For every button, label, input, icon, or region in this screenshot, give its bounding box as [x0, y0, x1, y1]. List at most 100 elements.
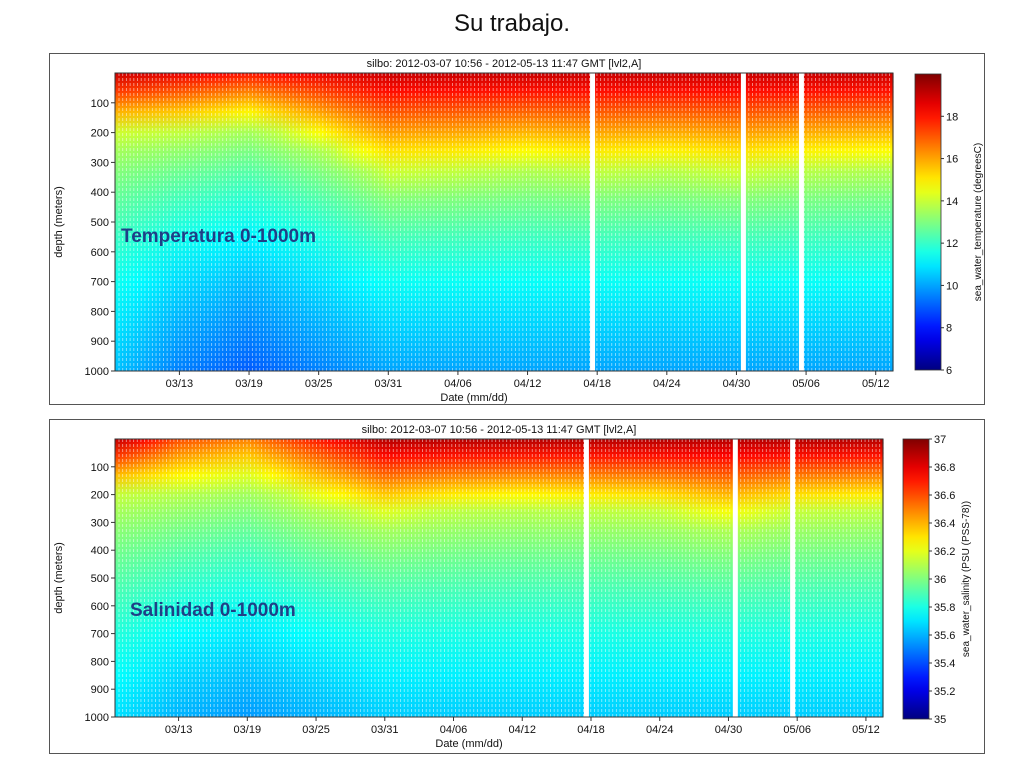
salinity-heat-column [369, 439, 376, 717]
temperature-y-tick-label: 1000 [85, 366, 109, 378]
salinity-heat-column [203, 439, 211, 717]
temperature-y-tick-label: 600 [91, 247, 109, 259]
temperature-heat-column [174, 73, 182, 371]
salinity-heat-column [652, 439, 660, 717]
salinity-heat-column [191, 439, 199, 717]
salinity-heat-column [794, 439, 801, 717]
temperature-heat-column [324, 73, 332, 371]
salinity-colorbar-tick-label: 35.8 [934, 602, 955, 614]
temperature-chart: silbo: 2012-03-07 10:56 - 2012-05-13 11:… [53, 58, 984, 404]
temperature-heat-column [527, 73, 535, 371]
salinity-heat-column [829, 439, 837, 717]
salinity-heat-column [593, 439, 601, 717]
salinity-heat-column [209, 439, 217, 717]
temperature-x-tick-label: 04/18 [583, 378, 611, 390]
salinity-x-tick-label: 05/12 [852, 724, 880, 736]
salinity-heat-column [575, 439, 583, 717]
temperature-heat-column [551, 73, 559, 371]
salinity-heat-column [481, 439, 488, 717]
salinity-heat-column [422, 439, 429, 717]
temperature-heat-column [857, 73, 864, 371]
salinity-heat-column [782, 439, 790, 717]
temperature-heat-column [348, 73, 355, 371]
temperature-heat-column [827, 73, 834, 371]
salinity-heat-column [239, 439, 246, 717]
temperature-heat-column [498, 73, 505, 371]
temperature-x-tick-label: 03/19 [235, 378, 263, 390]
temperature-heat-column [168, 73, 176, 371]
temperature-heat-column [414, 73, 421, 371]
salinity-heat-column [634, 439, 642, 717]
salinity-heat-column [699, 439, 707, 717]
salinity-y-tick-label: 800 [91, 656, 109, 668]
temperature-heat-column [204, 73, 212, 371]
salinity-heat-column [404, 439, 411, 717]
salinity-heat-column [392, 439, 400, 717]
temperature-y-tick-label: 300 [91, 157, 109, 169]
salinity-heat-column [877, 439, 884, 717]
temperature-heat-column [539, 73, 547, 371]
temperature-heat-column [240, 73, 248, 371]
salinity-heat-column [115, 439, 122, 717]
salinity-chart-panel: silbo: 2012-03-07 10:56 - 2012-05-13 11:… [49, 419, 985, 754]
temperature-heat-column [689, 73, 697, 371]
salinity-x-tick-label: 03/31 [371, 724, 399, 736]
salinity-heat-column [640, 439, 648, 717]
salinity-heat-column [670, 439, 677, 717]
temperature-x-tick-label: 03/25 [305, 378, 333, 390]
temperature-y-tick-label: 700 [91, 277, 109, 289]
salinity-heat-column [871, 439, 878, 717]
salinity-heat-column [865, 439, 872, 717]
salinity-heat-column [374, 439, 382, 717]
salinity-heat-column [664, 439, 671, 717]
temperature-data-gap [590, 73, 596, 371]
salinity-heat-column [569, 439, 577, 717]
salinity-x-axis-label: Date (mm/dd) [435, 738, 502, 750]
salinity-heat-column [729, 439, 736, 717]
temperature-colorbar-tick-label: 8 [946, 323, 952, 335]
salinity-heat-column [144, 439, 152, 717]
salinity-heat-column [380, 439, 388, 717]
temperature-heat-column [599, 73, 607, 371]
salinity-colorbar [902, 438, 930, 720]
temperature-heat-column [300, 73, 308, 371]
salinity-heat-column [758, 439, 766, 717]
salinity-heat-column [823, 439, 831, 717]
salinity-heat-column [315, 439, 323, 717]
temperature-heat-column [210, 73, 218, 371]
salinity-heat-column [806, 439, 813, 717]
temperature-heat-column [294, 73, 302, 371]
salinity-heat-column [747, 439, 754, 717]
salinity-x-tick-label: 04/06 [440, 724, 468, 736]
temperature-heat-column [234, 73, 242, 371]
salinity-colorbar-tick-label: 36.6 [934, 490, 955, 502]
salinity-heat-column [197, 439, 205, 717]
temperature-heat-column [833, 73, 840, 371]
temperature-heat-column [468, 73, 475, 371]
salinity-heat-column [723, 439, 730, 717]
temperature-heat-column [150, 73, 158, 371]
salinity-y-tick-label: 500 [91, 573, 109, 585]
temperature-heat-column [396, 73, 403, 371]
salinity-heat-column [469, 439, 476, 717]
temperature-heat-column [695, 73, 703, 371]
temperature-heat-column [671, 73, 679, 371]
temperature-x-axis-label: Date (mm/dd) [440, 392, 507, 404]
salinity-heat-column [835, 439, 843, 717]
temperature-heat-column [605, 73, 613, 371]
temperature-colorbar-tick-label: 18 [946, 111, 958, 123]
temperature-heat-column [545, 73, 553, 371]
salinity-heat-column [410, 439, 417, 717]
salinity-heat-column [504, 439, 512, 717]
salinity-heat-column [770, 439, 778, 717]
temperature-heat-column [126, 73, 134, 371]
temperature-heat-column [360, 73, 367, 371]
temperature-heat-column [276, 73, 284, 371]
temperature-heat-column [575, 73, 583, 371]
temperature-heat-column [629, 73, 637, 371]
temperature-heat-column [581, 73, 589, 371]
temperature-heat-column [881, 73, 888, 371]
temperature-heat-column [450, 73, 457, 371]
temperature-heat-column [138, 73, 146, 371]
salinity-colorbar-tick-label: 35.6 [934, 630, 955, 642]
